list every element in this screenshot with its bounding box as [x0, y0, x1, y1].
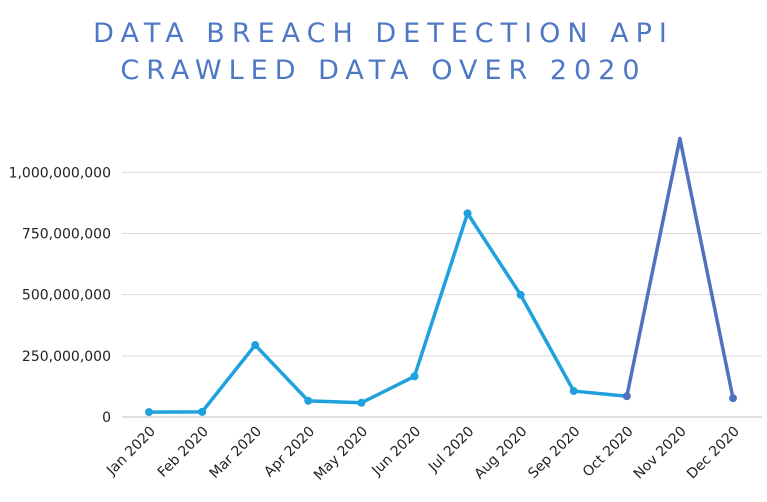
series-lines [148, 136, 735, 414]
x-tick-label: Nov 2020 [631, 424, 690, 483]
data-point [516, 290, 525, 299]
data-point [198, 407, 207, 416]
x-tick-label: Apr 2020 [261, 424, 318, 481]
x-tick-label: Jun 2020 [368, 424, 424, 480]
x-tick-label: Dec 2020 [684, 424, 743, 483]
series-points [145, 209, 737, 417]
series-line-secondary [625, 136, 735, 399]
gridlines [122, 171, 762, 418]
y-tick-label: 0 [102, 410, 111, 426]
data-point [145, 408, 153, 417]
data-point [569, 387, 578, 396]
x-tick-label: Mar 2020 [207, 424, 265, 482]
data-point [622, 392, 631, 401]
data-point [729, 394, 737, 403]
x-tick-label: Oct 2020 [580, 424, 637, 481]
chart-title-line-2: CRAWLED DATA OVER 2020 [120, 55, 647, 86]
x-tick-label: Aug 2020 [471, 424, 530, 483]
y-tick-label: 250,000,000 [22, 349, 111, 365]
chart-title-line-1: DATA BREACH DETECTION API [93, 18, 674, 49]
y-tick-label: 500,000,000 [22, 288, 111, 304]
data-point [304, 396, 313, 405]
y-tick-label: 750,000,000 [22, 226, 111, 242]
x-tick-label: Sep 2020 [525, 424, 583, 482]
x-tick-label: May 2020 [311, 424, 371, 484]
y-axis: 0 250,000,000 500,000,000 750,000,000 1,000,… [9, 165, 111, 426]
x-tick-label: Feb 2020 [155, 424, 212, 481]
data-point [410, 372, 419, 381]
series-line-primary [148, 211, 627, 414]
data-point [357, 398, 366, 407]
data-point [251, 341, 260, 350]
y-tick-label: 1,000,000,000 [9, 165, 111, 181]
data-point [463, 209, 472, 218]
x-tick-label: Jul 2020 [425, 424, 477, 476]
x-tick-label: Jan 2020 [103, 424, 159, 480]
